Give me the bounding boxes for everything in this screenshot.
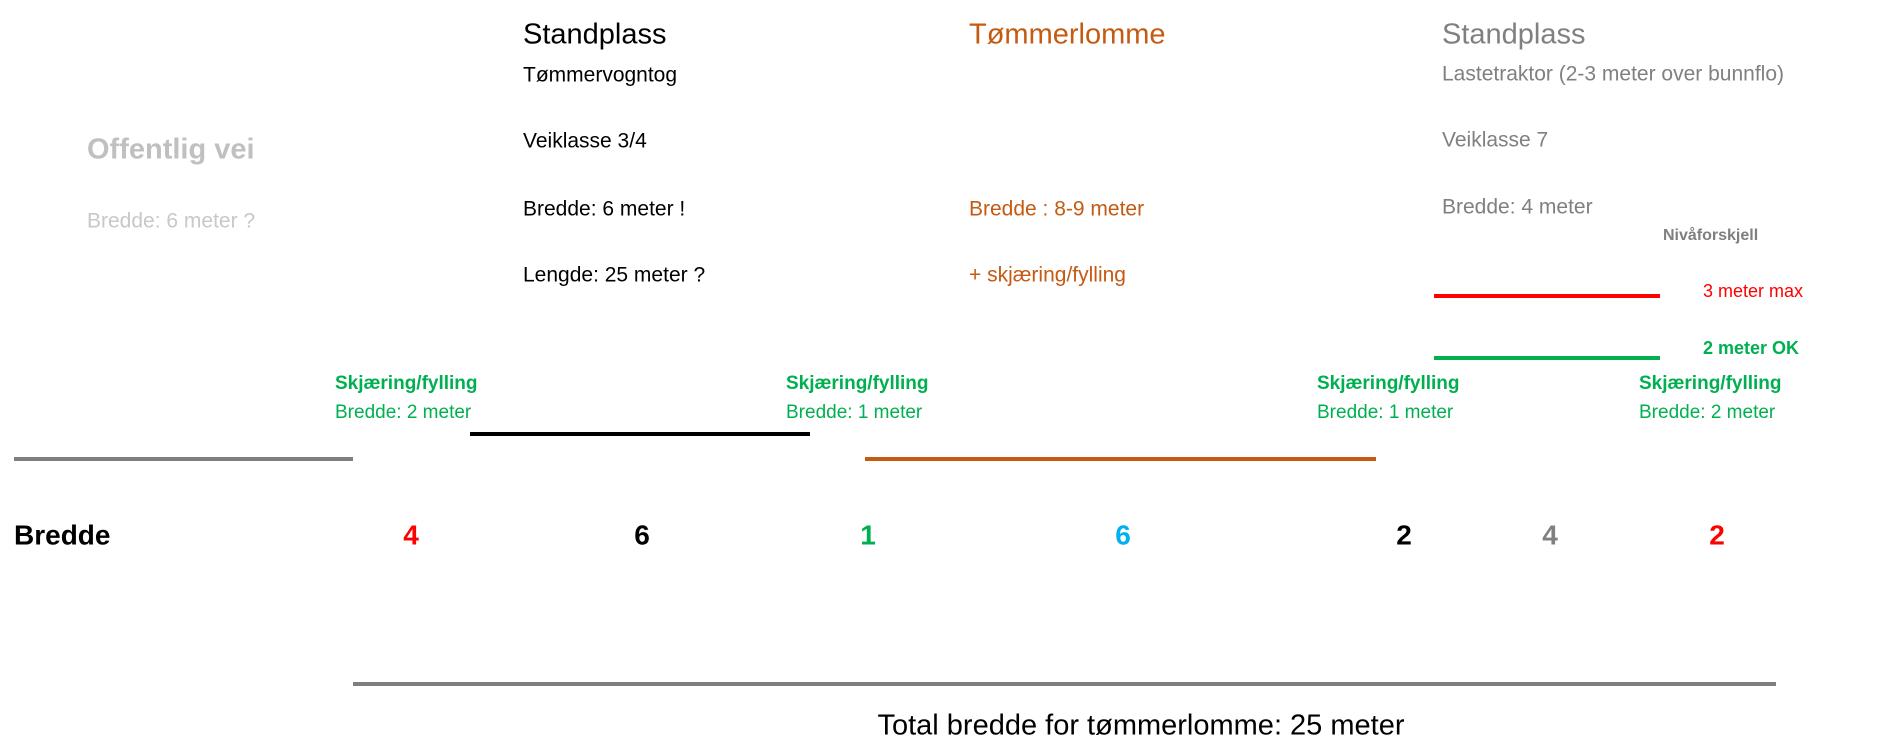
cut-width: Bredde: 1 meter (1317, 402, 1454, 423)
tractor-stand-subtitle: Lastetraktor (2-3 meter over bunnflo) (1442, 63, 1784, 86)
width-value: 4 (1542, 519, 1558, 550)
tractor-width: Bredde: 4 meter (1442, 196, 1593, 219)
cut-title: Skjæring/fylling (1639, 373, 1782, 394)
cut-width: Bredde: 2 meter (1639, 402, 1776, 423)
level-max: 3 meter max (1703, 281, 1803, 301)
level-title: Nivåforskjell (1663, 226, 1758, 244)
pocket-extra: + skjæring/fylling (969, 264, 1126, 287)
pocket-width: Bredde : 8-9 meter (969, 198, 1144, 221)
cut-title: Skjæring/fylling (335, 373, 478, 394)
width-value: 4 (403, 519, 419, 550)
public-road-width: Bredde: 6 meter ? (87, 210, 255, 233)
truck-width: Bredde: 6 meter ! (523, 198, 685, 221)
cut-width: Bredde: 2 meter (335, 402, 472, 423)
truck-road-class: Veiklasse 3/4 (523, 130, 647, 153)
total-width: Total bredde for tømmerlomme: 25 meter (877, 710, 1404, 742)
width-value: 6 (1115, 519, 1131, 550)
level-ok: 2 meter OK (1703, 338, 1799, 358)
cut-title: Skjæring/fylling (786, 373, 929, 394)
widths-label: Bredde (14, 519, 110, 550)
pocket-title: Tømmerlomme (969, 19, 1166, 51)
width-value: 2 (1396, 519, 1412, 550)
truck-length: Lengde: 25 meter ? (523, 264, 705, 287)
tractor-stand-title: Standplass (1442, 19, 1586, 51)
cut-width: Bredde: 1 meter (786, 402, 923, 423)
width-value: 2 (1709, 519, 1725, 550)
public-road-title: Offentlig vei (87, 134, 255, 166)
cut-title: Skjæring/fylling (1317, 373, 1460, 394)
width-value: 6 (634, 519, 650, 550)
truck-stand-title: Standplass (523, 19, 667, 51)
width-value: 1 (860, 519, 876, 550)
truck-stand-subtitle: Tømmervogntog (523, 64, 677, 87)
tractor-road-class: Veiklasse 7 (1442, 129, 1548, 152)
